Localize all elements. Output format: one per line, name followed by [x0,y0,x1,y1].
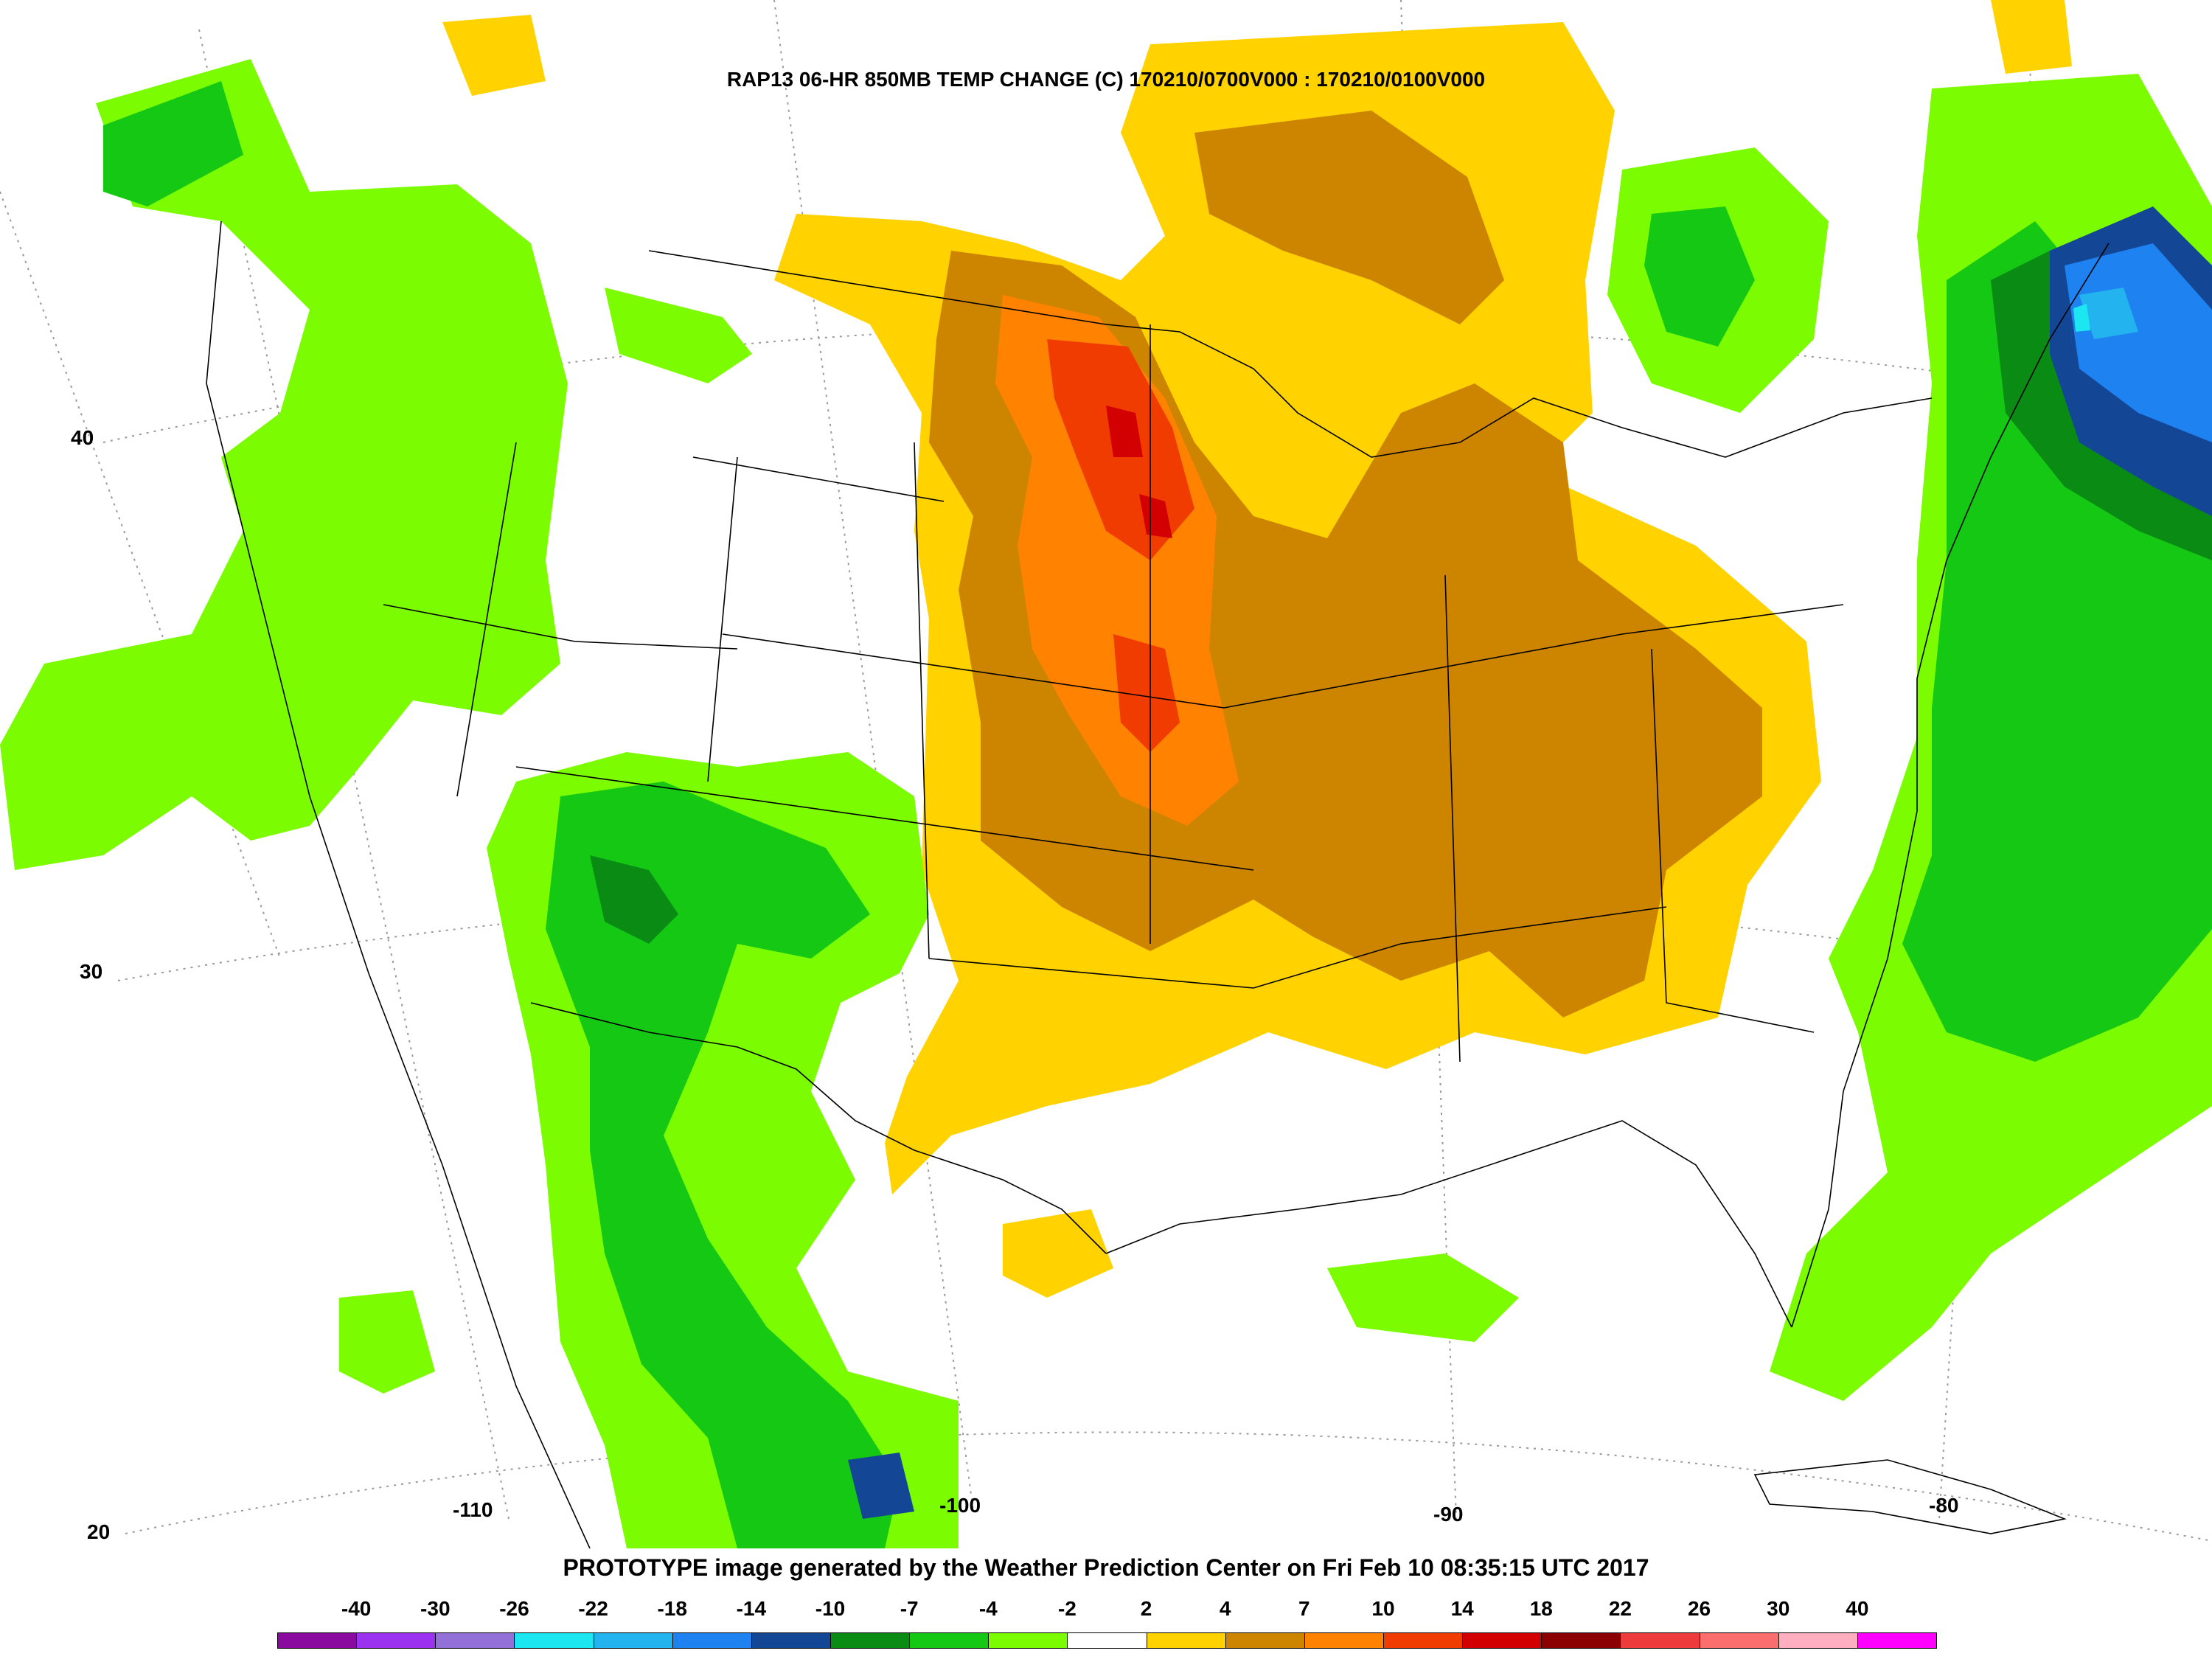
legend-swatch [909,1632,990,1649]
canada-us-border [648,250,1933,458]
longitude-label-90: -90 [1433,1503,1464,1526]
latitude-label-40: 40 [71,426,94,449]
legend-swatch [830,1632,911,1649]
cool-region-west-coast [0,59,568,870]
state-line-i [1444,574,1461,1062]
latitude-line-20 [125,1431,2212,1542]
cool-region-southwest-7 [546,782,900,1548]
cool-region-gulf-patch [1327,1253,1519,1342]
legend-swatch [1146,1632,1226,1649]
legend-label: 14 [1450,1597,1474,1620]
legend-label: -18 [657,1597,687,1620]
legend-swatch [1462,1632,1543,1649]
warm-region-7-10 [995,295,1239,826]
warm-region-14-18-b [1139,494,1172,538]
legend-label: 10 [1371,1597,1395,1620]
legend-label: -30 [420,1597,451,1620]
legend-swatch [672,1632,752,1649]
state-line-g [928,906,1667,989]
legend-swatch [1699,1632,1779,1649]
legend-swatch [277,1632,358,1649]
legend-label: -14 [736,1597,767,1620]
legend-swatch [751,1632,831,1649]
legend-label: 30 [1767,1597,1790,1620]
cuba-outline [1753,1459,2067,1534]
warm-region-2-4-ne [1991,0,2072,74]
cool-region-pacific-patch [339,1290,435,1394]
map-panel: RAP13 06-HR 850MB TEMP CHANGE (C) 170210… [0,0,2212,1548]
warm-region-2-4-north [442,15,546,96]
legend-label: 40 [1846,1597,1869,1620]
us-mexico-border [530,1002,1107,1254]
longitude-label-80: -80 [1929,1494,1959,1517]
latitude-label-30: 30 [80,960,103,983]
legend-label: 2 [1140,1597,1152,1620]
coastline-pacific [206,220,591,1548]
coastline-atlantic [1791,243,2110,1328]
cool-region-atlantic-18 [2079,288,2138,339]
cool-region-mexico-core [848,1453,914,1519]
legend-label: 18 [1529,1597,1553,1620]
state-line-k [383,604,738,650]
state-line-l [456,442,517,797]
political-boundaries [206,220,2110,1548]
cool-region-northeast-inland-4 [1644,206,1755,347]
legend-swatch [1225,1632,1305,1649]
legend-swatch [1541,1632,1621,1649]
legend-label: 26 [1687,1597,1711,1620]
legend-swatch [1067,1632,1147,1649]
legend-swatch [1778,1632,1858,1649]
legend-label: -7 [900,1597,919,1620]
legend-label: 4 [1219,1597,1231,1620]
legend-swatch [356,1632,437,1649]
cool-region-atlantic-22 [2073,304,2090,332]
longitude-line-120 [0,191,281,959]
latitude-label-20: 20 [87,1520,111,1543]
state-line-h [1223,604,1844,709]
legend-label: 7 [1298,1597,1310,1620]
state-line-b [692,456,945,502]
warm-region-2-4-east-tx [1003,1209,1113,1298]
legend-swatch [1857,1632,1937,1649]
temperature-change-map [0,0,2212,1548]
warm-region-14-18 [1106,406,1143,457]
legend-swatch [435,1632,515,1649]
warm-region-10-14-south [1113,634,1180,752]
legend-label: -26 [499,1597,529,1620]
legend-swatch [988,1632,1068,1649]
legend-label: -22 [578,1597,608,1620]
legend-label: -40 [341,1597,372,1620]
legend-swatch [1620,1632,1700,1649]
map-title: RAP13 06-HR 850MB TEMP CHANGE (C) 170210… [726,68,1486,91]
legend-swatch [1383,1632,1464,1649]
cool-region-southwest-10 [590,855,678,944]
legend-swatch [1304,1632,1384,1649]
cool-anomaly-shading [0,59,2212,1548]
legend-label: -4 [978,1597,998,1620]
state-line-j [1651,648,1815,1033]
state-line-e [515,766,1254,871]
state-line-a [914,442,930,959]
color-legend: -40 -30 -26 -22 -18 -14 -10 -7 -4 -2 2 4 7 10 14 18 22 26… [277,1597,1937,1659]
warm-region-4-7-north [1194,111,1504,324]
cool-region-nw-coast-4 [103,81,243,206]
legend-label: -10 [815,1597,846,1620]
longitude-label-110: -110 [453,1498,493,1521]
state-line-c [722,633,1225,709]
footer-note: PROTOTYPE image generated by the Weather… [563,1554,1649,1581]
state-line-d [707,456,738,782]
warm-anomaly-shading [442,0,2072,1298]
cool-region-great-basin [605,288,752,383]
legend-label: 22 [1608,1597,1632,1620]
coastline-gulf [1105,1120,1792,1328]
legend-swatch [514,1632,594,1649]
legend-label: -2 [1057,1597,1077,1620]
legend-swatch [593,1632,673,1649]
longitude-label-100: -100 [939,1494,981,1517]
